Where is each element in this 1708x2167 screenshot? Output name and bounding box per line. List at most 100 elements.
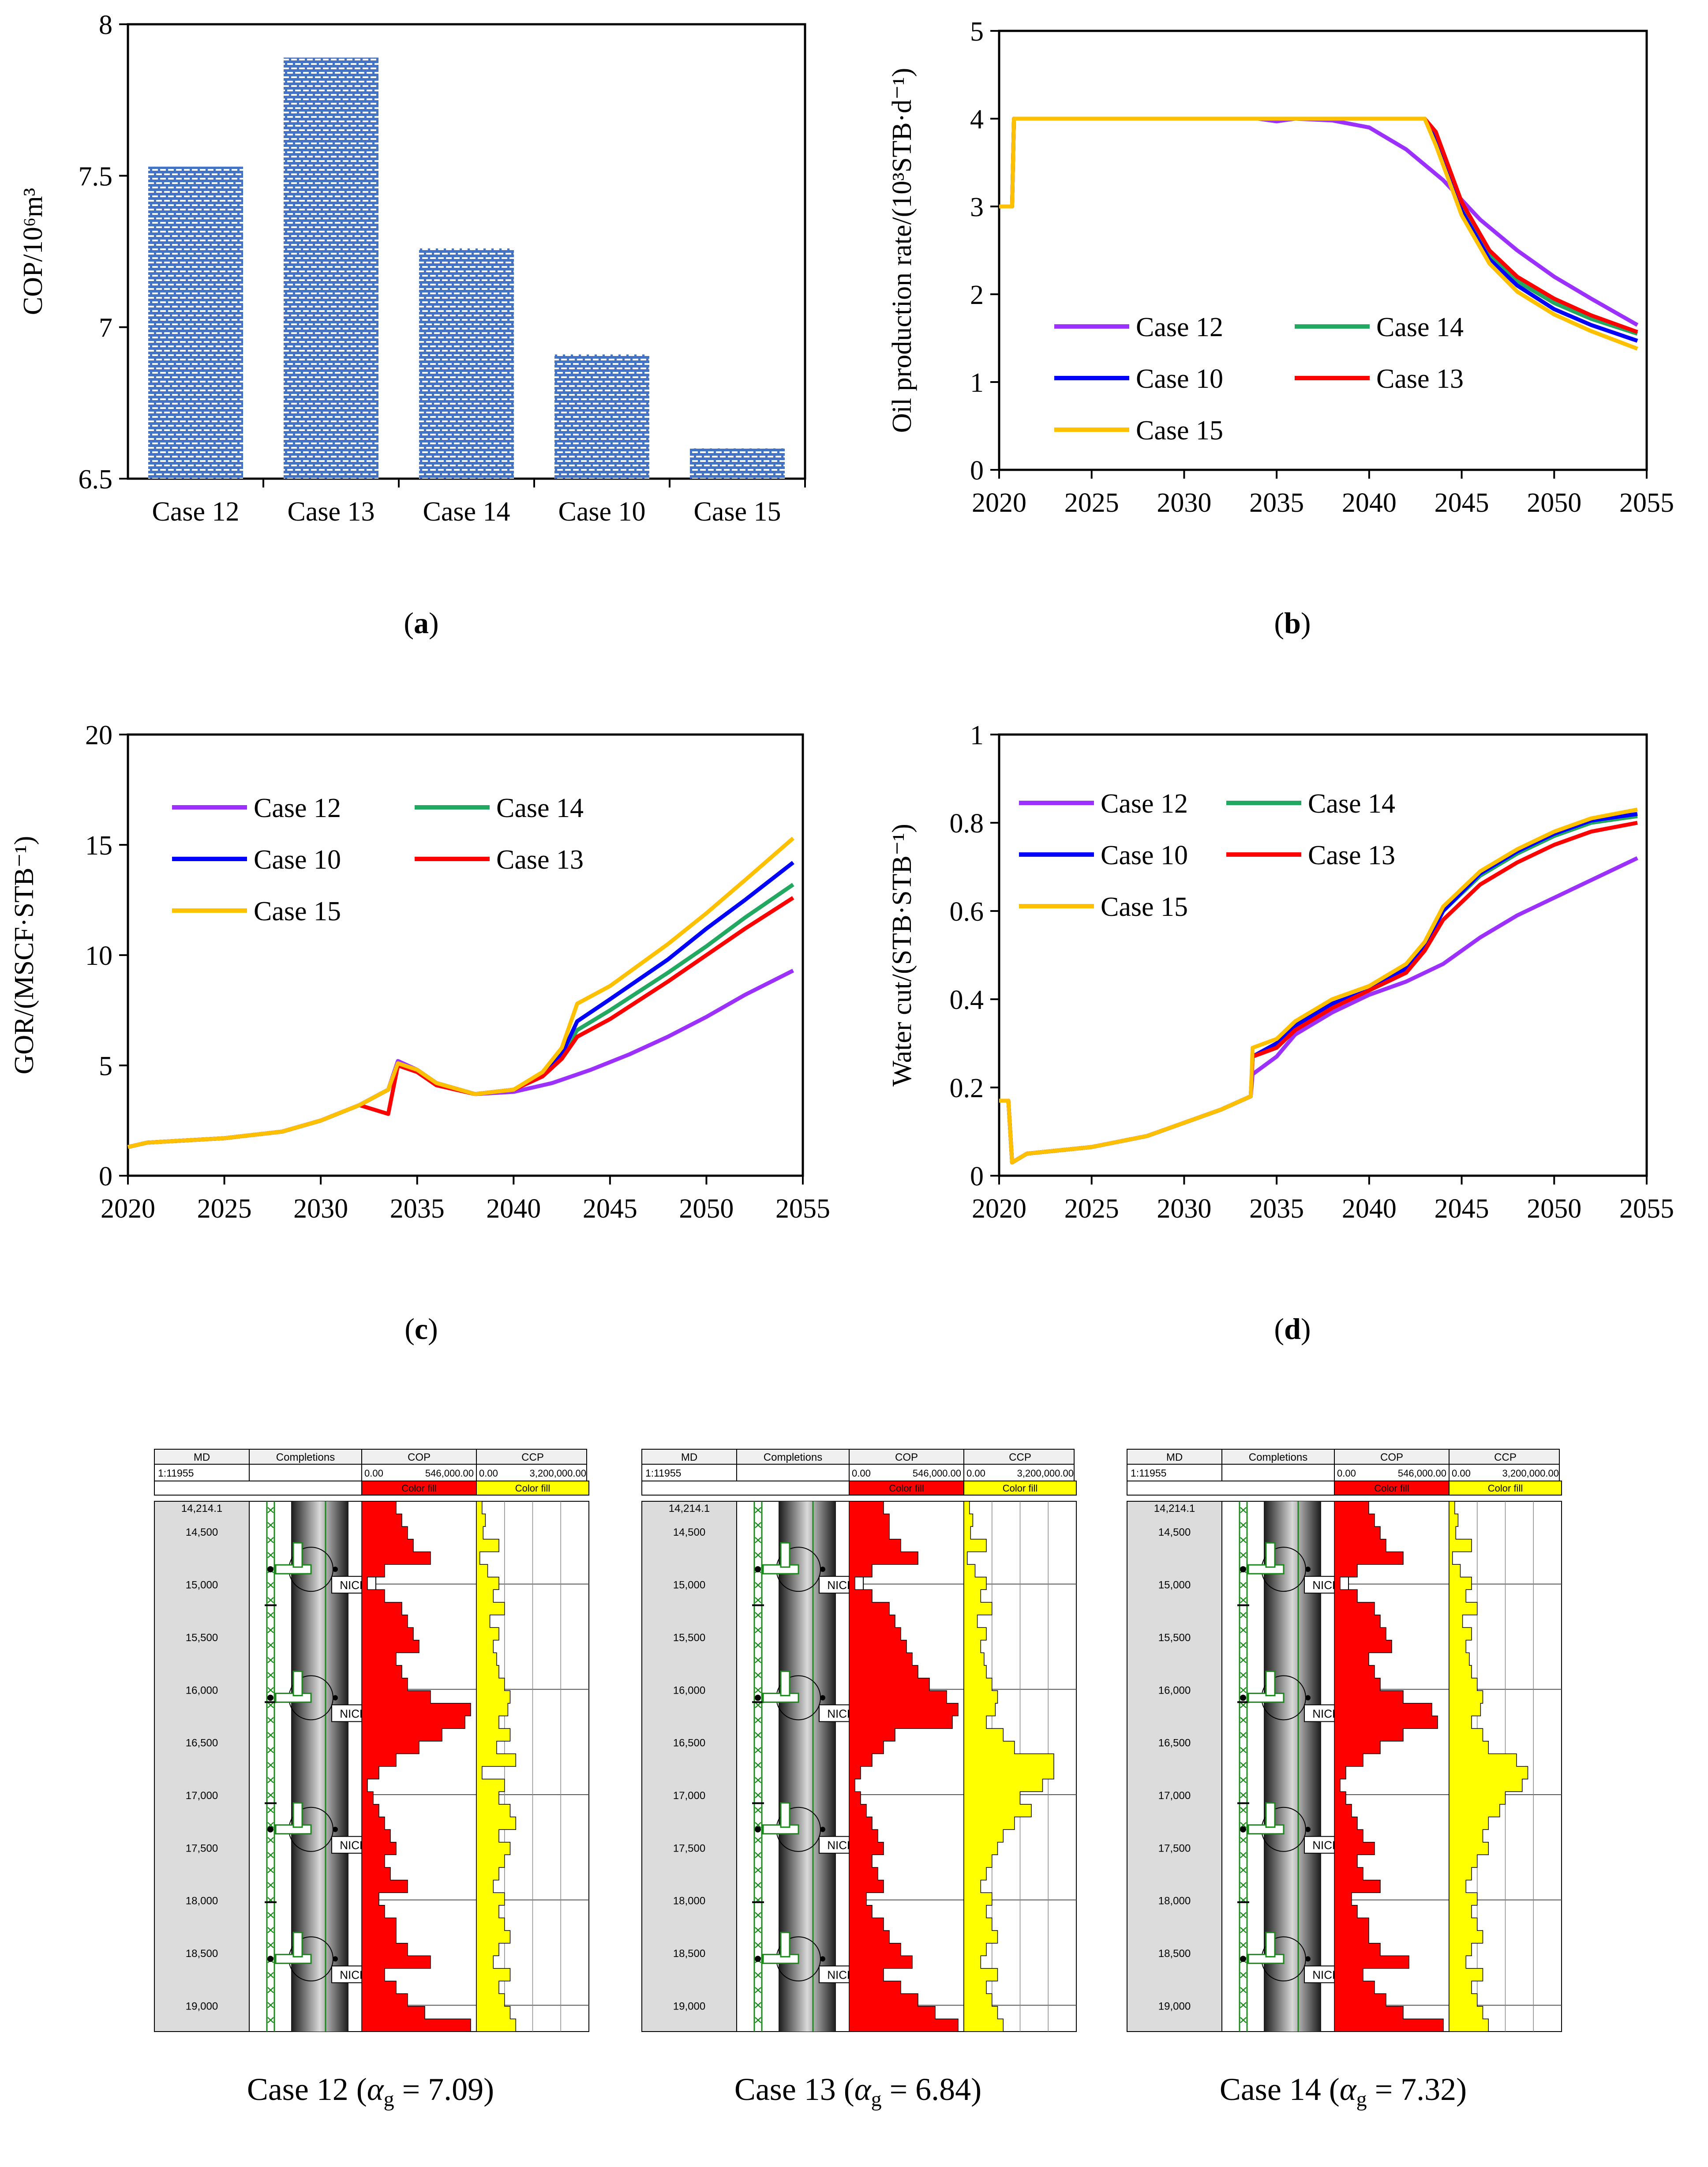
- nicd-device: [1265, 1670, 1276, 1696]
- x-tick-label: 2050: [679, 1194, 734, 1224]
- scale-label: 1:11955: [1131, 1467, 1166, 1479]
- y-tick-label: 2: [970, 280, 984, 310]
- bar-case-10: [554, 354, 649, 479]
- nicd-label-box: [819, 1576, 864, 1594]
- y-tick-label: 5: [970, 17, 984, 47]
- header-label: Completions: [1249, 1451, 1307, 1463]
- depth-tick-label: 16,500: [673, 1737, 705, 1749]
- x-tick-label: 2020: [101, 1194, 155, 1224]
- ccp-fill-label: Color fill: [1488, 1483, 1523, 1494]
- screen-mark: [267, 1972, 274, 1978]
- screen-mark: [755, 1627, 761, 1633]
- screen-mark: [755, 2017, 761, 2023]
- screen-mark: [755, 1582, 761, 1588]
- screen-mark: [1240, 1837, 1247, 1843]
- header-scale-row: [154, 1464, 587, 1481]
- y-tick-label: 0.6: [950, 897, 984, 927]
- screen-mark: [1240, 1552, 1247, 1558]
- cop-min: 0.00: [364, 1468, 383, 1479]
- series-line-case-15: [999, 116, 1638, 351]
- screen-mark: [267, 1672, 274, 1678]
- screen-mark: [1240, 1672, 1247, 1678]
- depth-tick-label: 17,000: [186, 1790, 218, 1802]
- y-tick-label: 5: [99, 1051, 112, 1081]
- screen-mark: [1240, 1867, 1247, 1873]
- screen-mark: [267, 1597, 274, 1603]
- screen-mark: [267, 1522, 274, 1528]
- screen-mark: [267, 1612, 274, 1618]
- depth-tick-label: 18,500: [1158, 1948, 1191, 1960]
- screen-mark: [755, 1687, 761, 1693]
- nicd-node: [820, 1956, 825, 1962]
- screen-mark: [267, 1552, 274, 1558]
- y-tick-label: 4: [970, 105, 984, 135]
- panel-label-b: (b): [1274, 606, 1311, 640]
- legend-label: Case 14: [496, 793, 584, 823]
- nicd-node: [267, 1956, 273, 1962]
- panel-a-bar-chart: 6.5 7 7.5 8 Case 12 Case 13 Case 14 Case 10 Case…: [18, 10, 806, 527]
- depth-tick-label: 15,000: [673, 1579, 705, 1591]
- y-tick-label: 0.4: [950, 985, 984, 1015]
- nicd-node: [333, 1695, 338, 1701]
- depth-tick-label: 15,500: [1158, 1632, 1191, 1644]
- x-tick-label: 2035: [1249, 1194, 1304, 1224]
- cop-histogram: [1334, 1501, 1444, 2032]
- legend-label: Case 10: [1101, 840, 1188, 870]
- depth-tick-label: 17,000: [673, 1790, 705, 1802]
- screen-mark: [755, 1987, 761, 1993]
- ccp-min: 0.00: [479, 1468, 498, 1479]
- screen-mark: [1240, 1717, 1247, 1723]
- case-caption: Case 13 (αg = 6.84): [734, 2072, 981, 2111]
- header-label: CCP: [521, 1451, 544, 1463]
- screen-mark: [755, 1732, 761, 1738]
- y-tick-label: 0.2: [950, 1073, 984, 1103]
- panel-b-oil-rate-chart: 0 1 2 3 4 5 2020 2025 2030 2035 2040 2045 2050 2055 Ca…: [887, 17, 1674, 518]
- ccp-max: 3,200,000.00: [1017, 1468, 1074, 1479]
- depth-tick-label: 19,000: [186, 2000, 218, 2012]
- bar-case-14: [419, 248, 514, 479]
- nicd-node: [1240, 1695, 1246, 1701]
- legend-label: Case 15: [1136, 416, 1223, 446]
- screen-mark: [755, 1552, 761, 1558]
- panel-d-water-cut-chart: 0 0.2 0.4 0.6 0.8 1 2020 2025 2030 2035 2040 2045 20…: [887, 720, 1674, 1224]
- screen-mark: [267, 1507, 274, 1513]
- screen-mark: [1240, 1732, 1247, 1738]
- y-axis-label: Oil production rate/(10³STB·d⁻¹): [887, 68, 917, 433]
- series-line-case-12: [127, 968, 794, 1149]
- depth-tick-label: 15,000: [186, 1579, 218, 1591]
- screen-mark: [755, 1912, 761, 1918]
- screen-mark: [1240, 1852, 1247, 1858]
- cop-max: 546,000.00: [425, 1468, 474, 1479]
- screen-mark: [755, 1642, 761, 1648]
- nicd-device: [292, 1542, 303, 1568]
- screen-mark: [267, 1882, 274, 1888]
- x-tick-label: 2050: [1527, 1194, 1581, 1224]
- legend-label: Case 13: [496, 845, 584, 875]
- depth-tick-label: 18,000: [673, 1895, 705, 1907]
- y-tick-label: 20: [85, 720, 112, 750]
- ccp-fill-legend: [1449, 1481, 1562, 1496]
- depth-top-label: 14,214.1: [1154, 1503, 1195, 1515]
- header-row: [641, 1449, 1075, 1465]
- nicd-node: [267, 1826, 273, 1833]
- nicd-device: [1265, 1542, 1276, 1568]
- screen-mark: [267, 1642, 274, 1648]
- nicd-node: [1240, 1566, 1246, 1573]
- screen-mark: [755, 1657, 761, 1663]
- screen-mark: [755, 2002, 761, 2008]
- x-tick-label: 2040: [1342, 488, 1397, 518]
- nicd-node: [1305, 1826, 1311, 1832]
- panel-label-c: (c): [405, 1312, 438, 1346]
- x-tick-label: 2030: [293, 1194, 348, 1224]
- screen-mark: [267, 1867, 274, 1873]
- legend-label: Case 13: [1308, 840, 1395, 870]
- screen-mark: [267, 1942, 274, 1948]
- depth-tick-label: 18,000: [1158, 1895, 1191, 1907]
- screen-mark: [267, 1852, 274, 1858]
- screen-mark: [755, 1852, 761, 1858]
- y-tick-label: 15: [85, 831, 112, 861]
- screen-mark: [1240, 1522, 1247, 1528]
- screen-mark: [267, 1717, 274, 1723]
- depth-tick-label: 14,500: [186, 1526, 218, 1538]
- cop-min: 0.00: [852, 1468, 871, 1479]
